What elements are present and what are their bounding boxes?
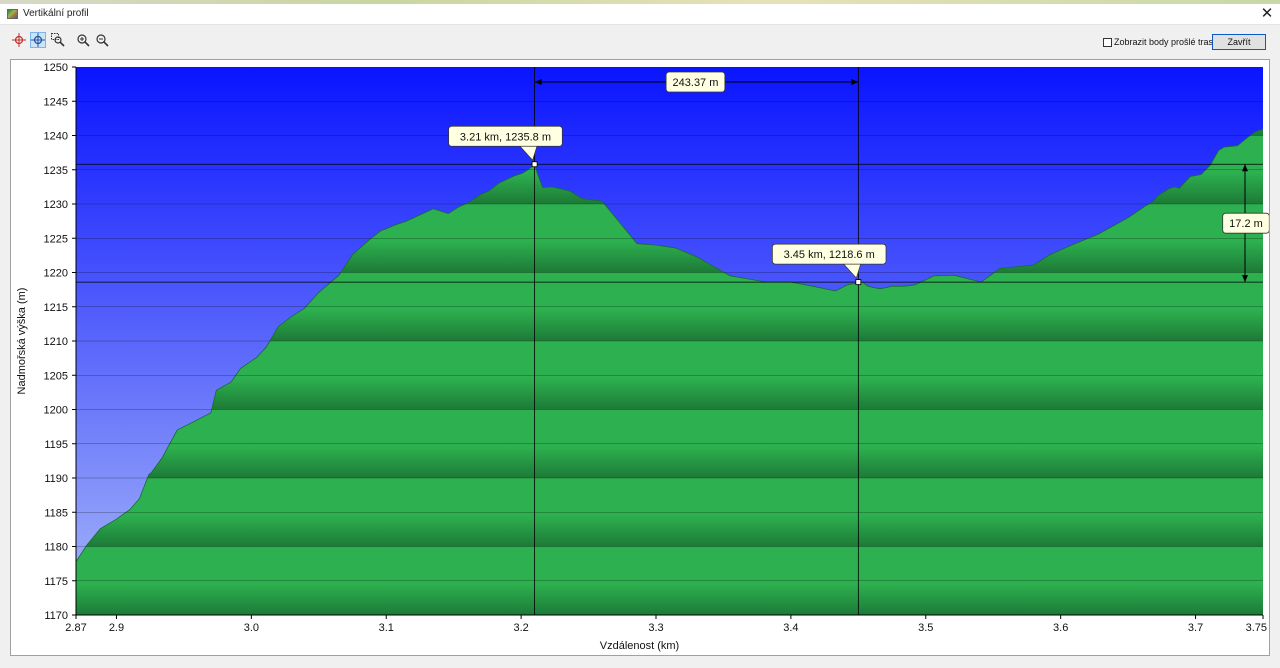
zoom-in-icon (77, 34, 90, 47)
terrain-band (76, 341, 1263, 410)
y-tick-label: 1235 (44, 165, 68, 177)
zoom-rect-tool-button[interactable] (50, 32, 66, 48)
x-tick-label: 3.0 (244, 622, 259, 634)
window-title: Vertikální profil (23, 8, 89, 19)
distance-label: 243.37 m (665, 71, 726, 93)
y-tick-label: 1240 (44, 131, 68, 143)
y-tick-label: 1195 (44, 439, 68, 451)
y-tick-label: 1205 (44, 370, 68, 382)
elevation-difference-label: 17.2 m (1222, 212, 1269, 234)
y-tick-label: 1250 (44, 62, 68, 74)
y-tick-label: 1180 (44, 542, 68, 554)
y-tick-label: 1210 (44, 336, 68, 348)
distance-arrow-right (851, 79, 859, 85)
x-tick-label: 2.9 (109, 622, 124, 634)
terrain-outline (75, 128, 1264, 562)
marker-callout-low-text: 3.45 km, 1218.6 m (784, 249, 875, 261)
title-bar: Vertikální profil ✕ (0, 4, 1280, 25)
marker-callout-peak-box (448, 125, 563, 147)
x-tick-label: 3.4 (783, 622, 798, 634)
elevation-arrow-top (1242, 164, 1248, 172)
terrain-band (76, 546, 1263, 615)
marker-callout-peak-text: 3.21 km, 1235.8 m (460, 131, 551, 143)
crosshair-red-icon (12, 33, 26, 47)
x-tick-label: 3.6 (1053, 622, 1068, 634)
elevation-difference-label-text: 17.2 m (1229, 218, 1263, 230)
x-tick-label: 3.7 (1188, 622, 1203, 634)
y-tick-label: 1215 (44, 302, 68, 314)
x-tick-label: 3.3 (648, 622, 663, 634)
marker-callout-low-box (771, 243, 887, 265)
elevation-difference-label-box (1222, 212, 1269, 234)
y-tick-label: 1245 (44, 96, 68, 108)
app-icon (7, 9, 18, 19)
crosshair-red-tool-button[interactable] (11, 32, 27, 48)
show-track-points-checkbox[interactable]: Zobrazit body prošlé trasy (1103, 37, 1218, 47)
y-tick-label: 1175 (44, 576, 68, 588)
x-tick-label: 3.5 (918, 622, 933, 634)
profile-chart-frame: 1250 1245 1240 1235 1230 1225 1220 1215 1210 1205… (10, 59, 1270, 656)
y-tick-label: 1170 (44, 610, 68, 622)
x-tick-label: 3.2 (513, 622, 528, 634)
terrain-band (76, 409, 1263, 478)
zoom-rect-icon (51, 33, 65, 47)
crosshair-blue-tool-button[interactable] (30, 32, 46, 48)
window-close-button[interactable]: ✕ (1260, 5, 1274, 22)
marker-point[interactable] (531, 161, 538, 168)
zoom-in-button[interactable] (75, 32, 91, 48)
y-tick-label: 1225 (44, 233, 68, 245)
marker-point[interactable] (855, 279, 862, 285)
distance-arrow-left (534, 79, 542, 85)
y-tick-label: 1200 (44, 405, 68, 417)
x-tick-label: 3.1 (379, 622, 394, 634)
x-axis-title: Vzdálenost (km) (600, 640, 679, 652)
y-tick-label: 1230 (44, 199, 68, 211)
crosshair-blue-icon (31, 33, 45, 47)
background-map-strip (0, 0, 1280, 4)
y-tick-label: 1185 (44, 507, 68, 519)
distance-label-box (665, 71, 726, 93)
zoom-out-button[interactable] (94, 32, 110, 48)
marker-callout-peak: 3.21 km, 1235.8 m (448, 125, 563, 161)
y-tick-label: 1190 (44, 473, 68, 485)
terrain-band (76, 478, 1263, 547)
show-track-points-label: Zobrazit body prošlé trasy (1114, 37, 1218, 47)
toolbar: Zobrazit body prošlé trasy Zavřít (0, 25, 1280, 59)
marker-callout-low: 3.45 km, 1218.6 m (771, 243, 887, 279)
x-tick-label: 2.87 (65, 622, 86, 634)
distance-label-text: 243.37 m (673, 77, 719, 89)
close-button[interactable]: Zavřít (1212, 34, 1266, 50)
elevation-profile-chart[interactable]: 1250 1245 1240 1235 1230 1225 1220 1215 1210 1205… (11, 60, 1269, 655)
checkbox-box[interactable] (1103, 37, 1112, 47)
elevation-arrow-bottom (1242, 275, 1248, 283)
x-tick-label: 3.75 (1246, 622, 1267, 634)
y-axis-title: Nadmořská výška (m) (16, 288, 28, 395)
y-tick-label: 1220 (44, 268, 68, 280)
zoom-out-icon (96, 34, 109, 47)
